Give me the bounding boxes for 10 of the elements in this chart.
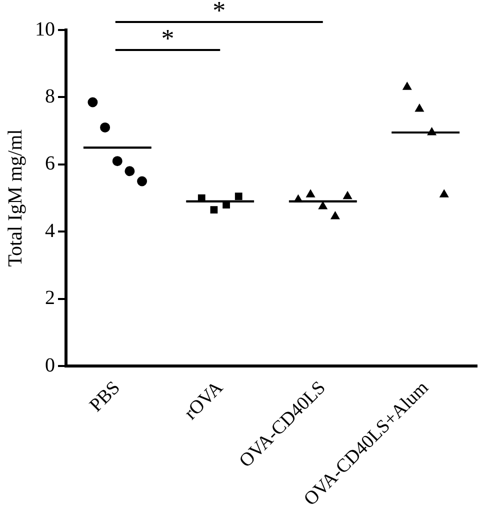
y-tick-label: 2 <box>45 287 55 310</box>
text: * <box>212 0 226 25</box>
y-tick-label: 0 <box>45 354 55 376</box>
y-tick-label: 4 <box>45 220 55 242</box>
x-tick-label: PBS <box>86 377 124 416</box>
annotation: * <box>161 24 174 53</box>
y-tick-label: 10 <box>35 18 55 40</box>
y-tick-label: 6 <box>45 152 55 175</box>
y-tick-label: 8 <box>45 85 55 108</box>
y-axis-title: Total IgM mg/ml <box>4 128 26 267</box>
